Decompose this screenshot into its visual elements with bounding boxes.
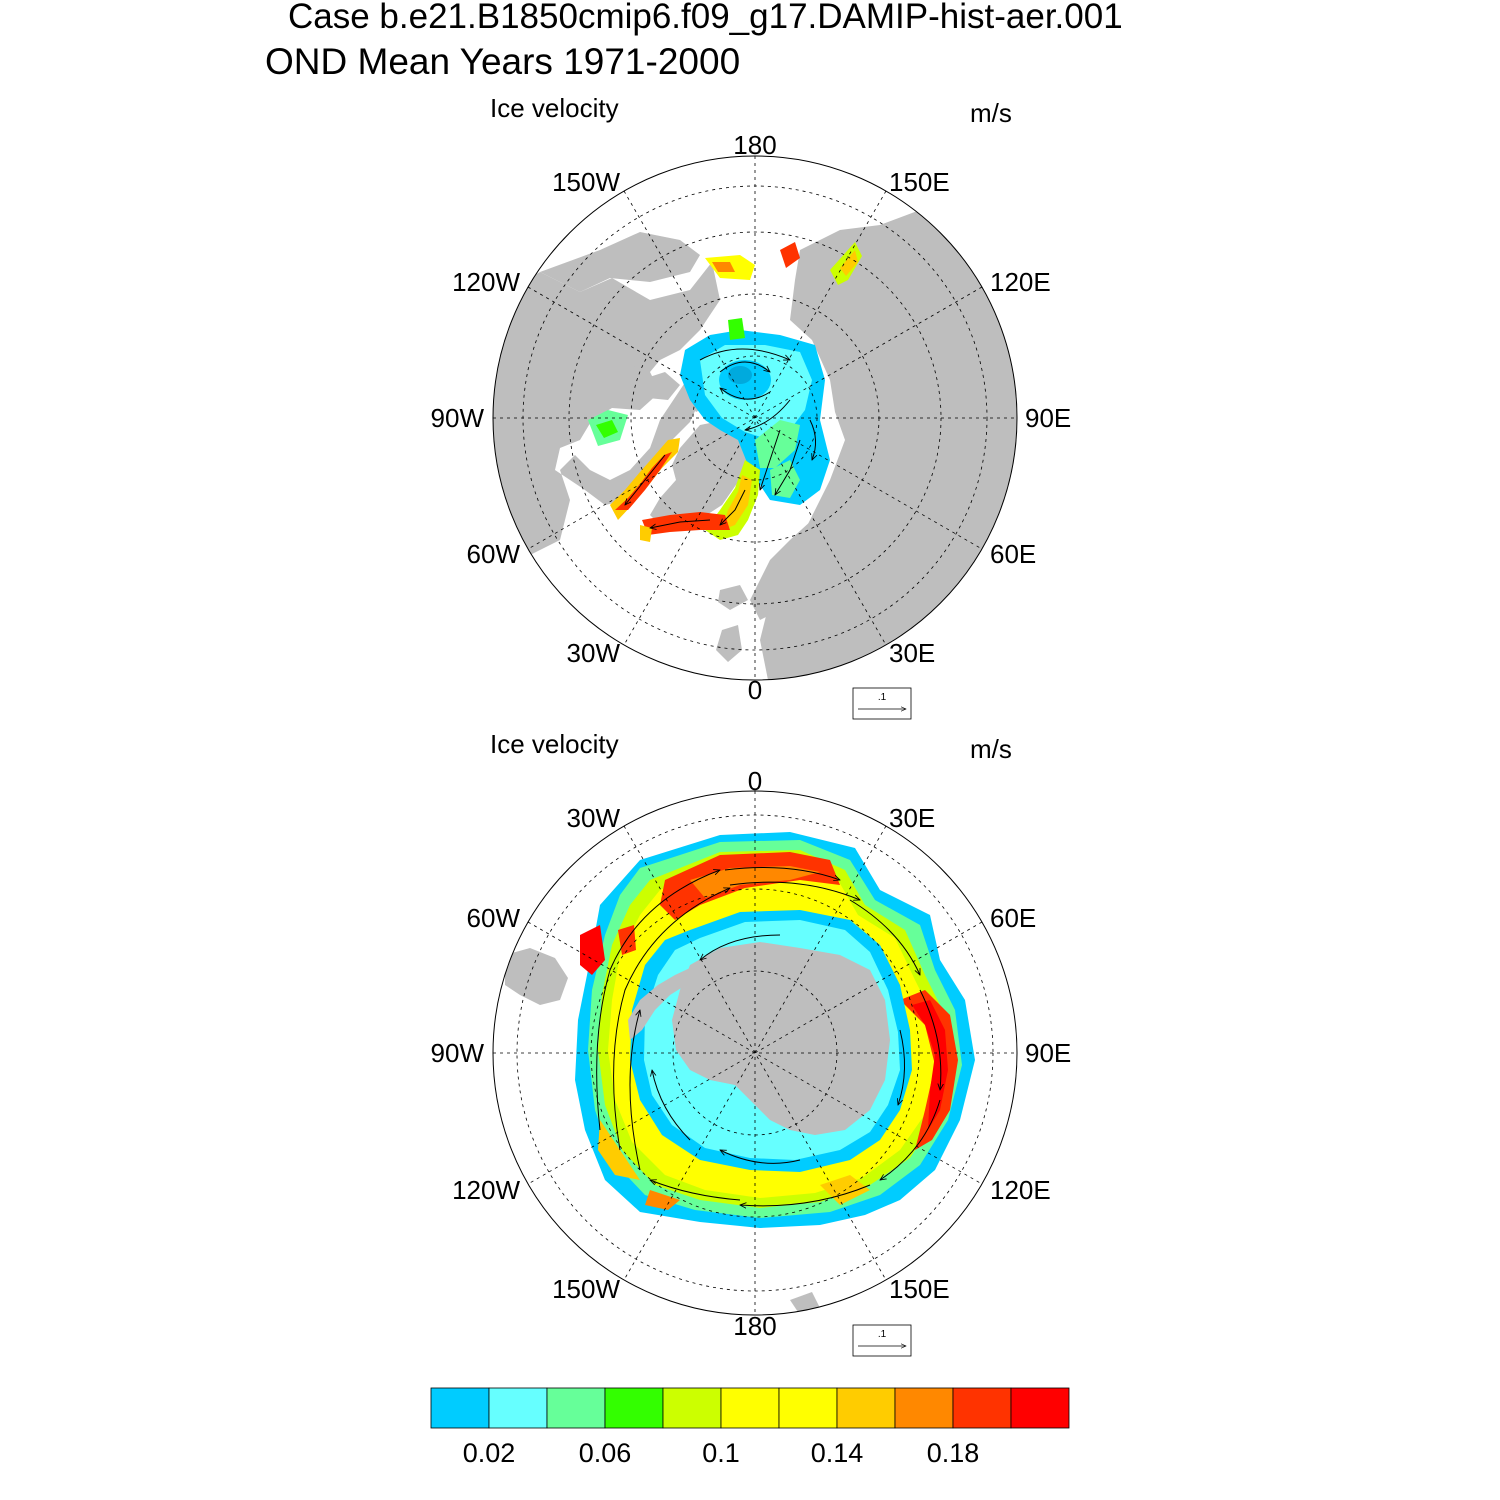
arctic-lon-label-120e: 120E [990, 267, 1051, 297]
antarctic-lon-label-0: 0 [748, 766, 762, 796]
arctic-lon-label-0: 0 [748, 675, 762, 705]
arctic-lon-label-30w: 30W [567, 638, 621, 668]
antarctic-longitude-labels: 0 30E 60E 90E 120E 150E 180 150W 120W 90… [431, 766, 1072, 1341]
colorbar-box [778, 1387, 838, 1429]
colorbar-box [894, 1387, 954, 1429]
figure-title-line1: Case b.e21.B1850cmip6.f09_g17.DAMIP-hist… [288, 0, 1123, 36]
antarctic-units-label: m/s [970, 734, 1012, 764]
antarctic-lon-label-120e: 120E [990, 1175, 1051, 1205]
colorbar-tick-label: 0.1 [702, 1438, 740, 1468]
colorbar-box [662, 1387, 722, 1429]
colorbar-box [1010, 1387, 1070, 1429]
arctic-graticule [493, 156, 1017, 680]
arctic-velocity-vectors [625, 348, 816, 528]
antarctic-lon-label-30e: 30E [889, 803, 935, 833]
antarctic-lon-label-120w: 120W [452, 1175, 520, 1205]
arctic-lon-label-120w: 120W [452, 267, 520, 297]
arctic-lon-label-30e: 30E [889, 638, 935, 668]
arctic-lon-label-60e: 60E [990, 539, 1036, 569]
antarctic-lon-label-60w: 60W [467, 903, 521, 933]
arctic-units-label: m/s [970, 98, 1012, 128]
antarctic-lon-label-180: 180 [733, 1311, 776, 1341]
colorbar-tick-label: 0.06 [579, 1438, 632, 1468]
colorbar-box [604, 1387, 664, 1429]
antarctic-lon-label-30w: 30W [567, 803, 621, 833]
colorbar-box [720, 1387, 780, 1429]
arctic-map [493, 156, 1017, 680]
figure-title-line2: OND Mean Years 1971-2000 [265, 41, 740, 82]
arctic-lon-label-90e: 90E [1025, 403, 1071, 433]
arctic-reference-vector-label: .1 [878, 692, 887, 703]
colorbar-boxes [430, 1387, 1070, 1429]
arctic-lon-label-150w: 150W [552, 167, 620, 197]
arctic-panel: Ice velocity m/s [431, 93, 1072, 720]
arctic-lon-label-150e: 150E [889, 167, 950, 197]
colorbar: 0.02 0.06 0.1 0.14 0.18 [430, 1387, 1070, 1468]
arctic-longitude-labels: 180 150E 120E 90E 60E 30E 0 30W 60W 90W … [431, 130, 1072, 705]
colorbar-labels: 0.02 0.06 0.1 0.14 0.18 [463, 1438, 980, 1468]
arctic-reference-vector: .1 [852, 687, 912, 720]
antarctic-land [505, 942, 890, 1315]
arctic-lon-label-90w: 90W [431, 403, 485, 433]
antarctic-reference-vector: .1 [852, 1324, 912, 1357]
colorbar-box [546, 1387, 606, 1429]
antarctic-graticule [493, 791, 1017, 1315]
arctic-variable-label: Ice velocity [490, 93, 619, 123]
antarctic-lon-label-90e: 90E [1025, 1038, 1071, 1068]
antarctic-lon-label-150w: 150W [552, 1274, 620, 1304]
antarctic-panel: Ice velocity m/s [431, 729, 1072, 1357]
antarctic-variable-label: Ice velocity [490, 729, 619, 759]
colorbar-box [430, 1387, 490, 1429]
colorbar-tick-label: 0.02 [463, 1438, 516, 1468]
antarctic-lon-label-60e: 60E [990, 903, 1036, 933]
antarctic-lon-label-90w: 90W [431, 1038, 485, 1068]
antarctic-lon-label-150e: 150E [889, 1274, 950, 1304]
colorbar-box [952, 1387, 1012, 1429]
arctic-map-boundary [492, 155, 1018, 681]
colorbar-tick-label: 0.18 [927, 1438, 980, 1468]
antarctic-reference-vector-label: .1 [878, 1329, 887, 1340]
antarctic-map-boundary [492, 790, 1018, 1316]
colorbar-box [836, 1387, 896, 1429]
colorbar-box [488, 1387, 548, 1429]
arctic-lon-label-180: 180 [733, 130, 776, 160]
antarctic-map [493, 791, 1017, 1315]
arctic-lon-label-60w: 60W [467, 539, 521, 569]
colorbar-tick-label: 0.14 [811, 1438, 864, 1468]
